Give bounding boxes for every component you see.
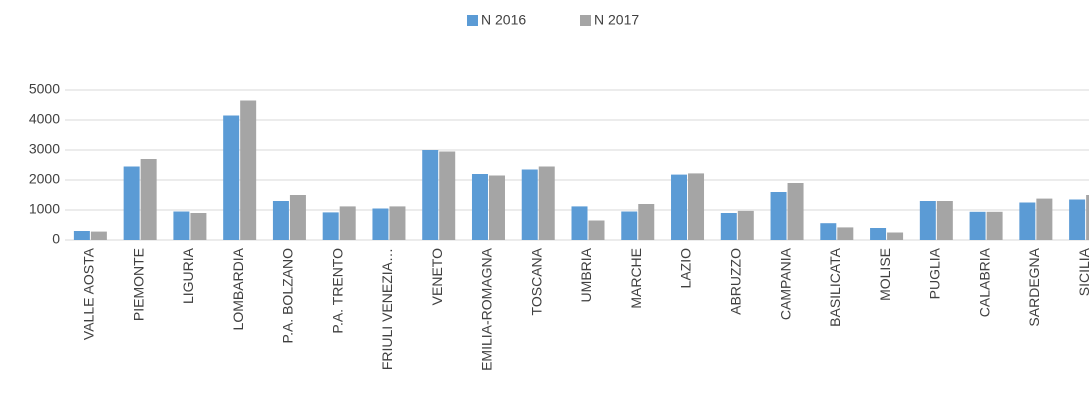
bar bbox=[1086, 195, 1089, 240]
bar bbox=[73, 231, 90, 240]
bar bbox=[140, 159, 157, 240]
bar bbox=[688, 173, 705, 240]
y-tick-label: 4000 bbox=[29, 111, 60, 127]
x-tick-label: MARCHE bbox=[628, 248, 644, 309]
bar bbox=[571, 206, 588, 240]
bar bbox=[837, 227, 854, 240]
bar bbox=[439, 151, 456, 240]
x-tick-label: ABRUZZO bbox=[727, 248, 743, 315]
bar bbox=[272, 201, 289, 240]
y-tick-label: 2000 bbox=[29, 171, 60, 187]
bar bbox=[389, 206, 406, 240]
y-tick-label: 0 bbox=[52, 231, 60, 247]
x-tick-label: LAZIO bbox=[678, 248, 694, 289]
legend-swatch bbox=[467, 15, 478, 26]
bar bbox=[90, 231, 107, 240]
bar bbox=[471, 174, 488, 240]
bar bbox=[638, 204, 655, 240]
x-tick-label: MOLISE bbox=[877, 248, 893, 301]
x-tick-label: P.A. BOLZANO bbox=[280, 248, 296, 344]
x-tick-label: BASILICATA bbox=[827, 247, 843, 327]
bar bbox=[123, 166, 140, 240]
bar bbox=[621, 211, 638, 240]
bar bbox=[240, 100, 257, 240]
bar bbox=[372, 208, 389, 240]
bar bbox=[1019, 202, 1036, 240]
bar bbox=[223, 115, 240, 240]
x-tick-label: UMBRIA bbox=[578, 247, 594, 302]
x-tick-label: PUGLIA bbox=[927, 247, 943, 299]
x-tick-label: EMILIA-ROMAGNA bbox=[479, 247, 495, 371]
bar bbox=[919, 201, 936, 240]
bar bbox=[787, 183, 804, 240]
bar bbox=[720, 213, 737, 240]
x-tick-label: LOMBARDIA bbox=[230, 247, 246, 330]
x-tick-label: CAMPANIA bbox=[777, 247, 793, 320]
bar bbox=[339, 206, 356, 240]
y-tick-label: 1000 bbox=[29, 201, 60, 217]
bar bbox=[986, 211, 1003, 240]
bar bbox=[1069, 199, 1086, 240]
x-tick-label: VALLE AOSTA bbox=[81, 247, 97, 340]
bar bbox=[538, 166, 555, 240]
x-tick-label: SICILIA bbox=[1076, 247, 1089, 296]
bar bbox=[820, 223, 837, 240]
bar bbox=[671, 174, 688, 240]
bar bbox=[887, 232, 904, 240]
bar bbox=[936, 201, 953, 240]
y-tick-label: 3000 bbox=[29, 141, 60, 157]
bar bbox=[737, 210, 754, 240]
x-tick-label: PIEMONTE bbox=[130, 248, 146, 321]
bar bbox=[289, 195, 306, 240]
x-tick-label: SARDEGNA bbox=[1026, 247, 1042, 326]
legend-label: N 2017 bbox=[594, 12, 639, 28]
bar bbox=[488, 175, 505, 240]
bar bbox=[870, 228, 887, 240]
x-tick-label: FRIULI VENEZIA… bbox=[379, 248, 395, 370]
bar bbox=[1036, 198, 1053, 240]
bar bbox=[521, 169, 538, 240]
bar bbox=[173, 211, 190, 240]
x-tick-label: LIGURIA bbox=[180, 247, 196, 304]
bar bbox=[588, 220, 605, 240]
bar bbox=[770, 192, 787, 240]
legend-swatch bbox=[580, 15, 591, 26]
x-tick-label: CALABRIA bbox=[976, 247, 992, 317]
bar bbox=[969, 211, 986, 240]
bar bbox=[422, 150, 439, 240]
legend-label: N 2016 bbox=[481, 12, 526, 28]
x-tick-label: TOSCANA bbox=[528, 247, 544, 315]
bar bbox=[322, 212, 339, 240]
bar bbox=[190, 213, 207, 240]
x-tick-label: VENETO bbox=[429, 248, 445, 305]
x-tick-label: P.A. TRENTO bbox=[329, 248, 345, 334]
y-tick-label: 5000 bbox=[29, 81, 60, 97]
